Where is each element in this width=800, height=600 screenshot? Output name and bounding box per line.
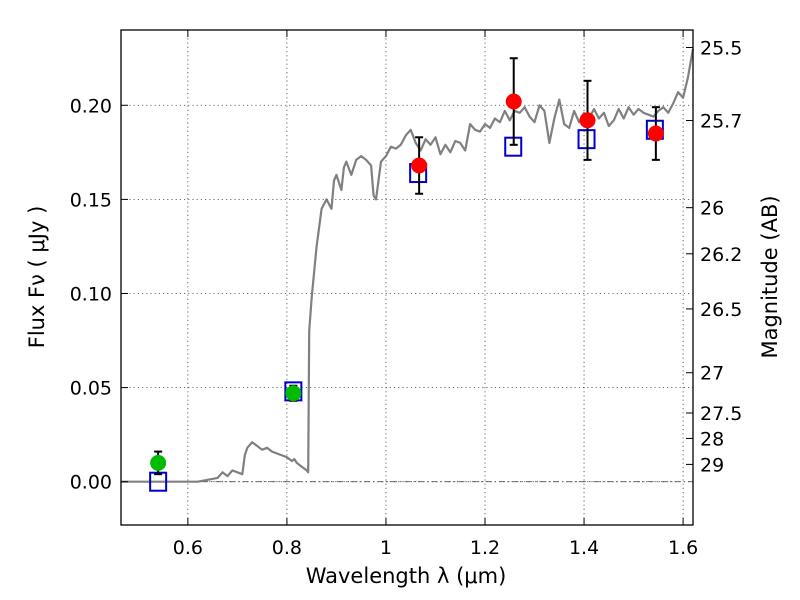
y-tick-label: 0.20 bbox=[70, 95, 112, 117]
plot-frame bbox=[120, 29, 694, 526]
right-tick-label: 28 bbox=[700, 428, 724, 450]
right-axis-label: Magnitude (AB) bbox=[758, 195, 782, 358]
x-tick-label: 0.6 bbox=[173, 537, 203, 559]
label-layer: 0.6 0.8 1 1.2 1.4 1.6 0.00 0.05 0.10 0.15 0.20 25.5… bbox=[70, 38, 743, 559]
x-tick-label: 1.2 bbox=[470, 537, 500, 559]
right-tick-label: 29 bbox=[700, 454, 724, 476]
right-tick-label: 27 bbox=[700, 363, 724, 385]
y-axis-label: Flux Fν ( μJy ) bbox=[25, 206, 49, 349]
right-tick-label: 26.2 bbox=[700, 244, 742, 266]
right-tick-label: 26 bbox=[700, 198, 724, 220]
y-tick-label: 0.15 bbox=[70, 189, 112, 211]
right-tick-label: 25.7 bbox=[700, 111, 742, 133]
observed-point bbox=[150, 454, 167, 471]
observed-point bbox=[579, 112, 596, 129]
y-tick-label: 0.10 bbox=[70, 283, 112, 305]
x-tick-label: 0.8 bbox=[272, 537, 302, 559]
right-tick-label: 26.5 bbox=[700, 299, 742, 321]
x-tick-label: 1.4 bbox=[569, 537, 599, 559]
spectrum-line bbox=[121, 48, 695, 483]
y-tick-label: 0.00 bbox=[70, 472, 112, 494]
tick-layer bbox=[121, 30, 693, 525]
observed-point bbox=[411, 157, 428, 174]
x-tick-label: 1 bbox=[380, 537, 392, 559]
y-tick-label: 0.05 bbox=[70, 378, 112, 400]
observed-point bbox=[505, 93, 522, 110]
series-layer bbox=[121, 48, 695, 492]
x-axis-label: Wavelength λ (μm) bbox=[306, 564, 507, 588]
observed-point bbox=[285, 385, 302, 402]
right-tick-label: 27.5 bbox=[700, 403, 742, 425]
x-tick-label: 1.6 bbox=[668, 537, 698, 559]
observed-point bbox=[647, 125, 664, 142]
right-tick-label: 25.5 bbox=[700, 38, 742, 60]
plot-background bbox=[121, 30, 693, 525]
